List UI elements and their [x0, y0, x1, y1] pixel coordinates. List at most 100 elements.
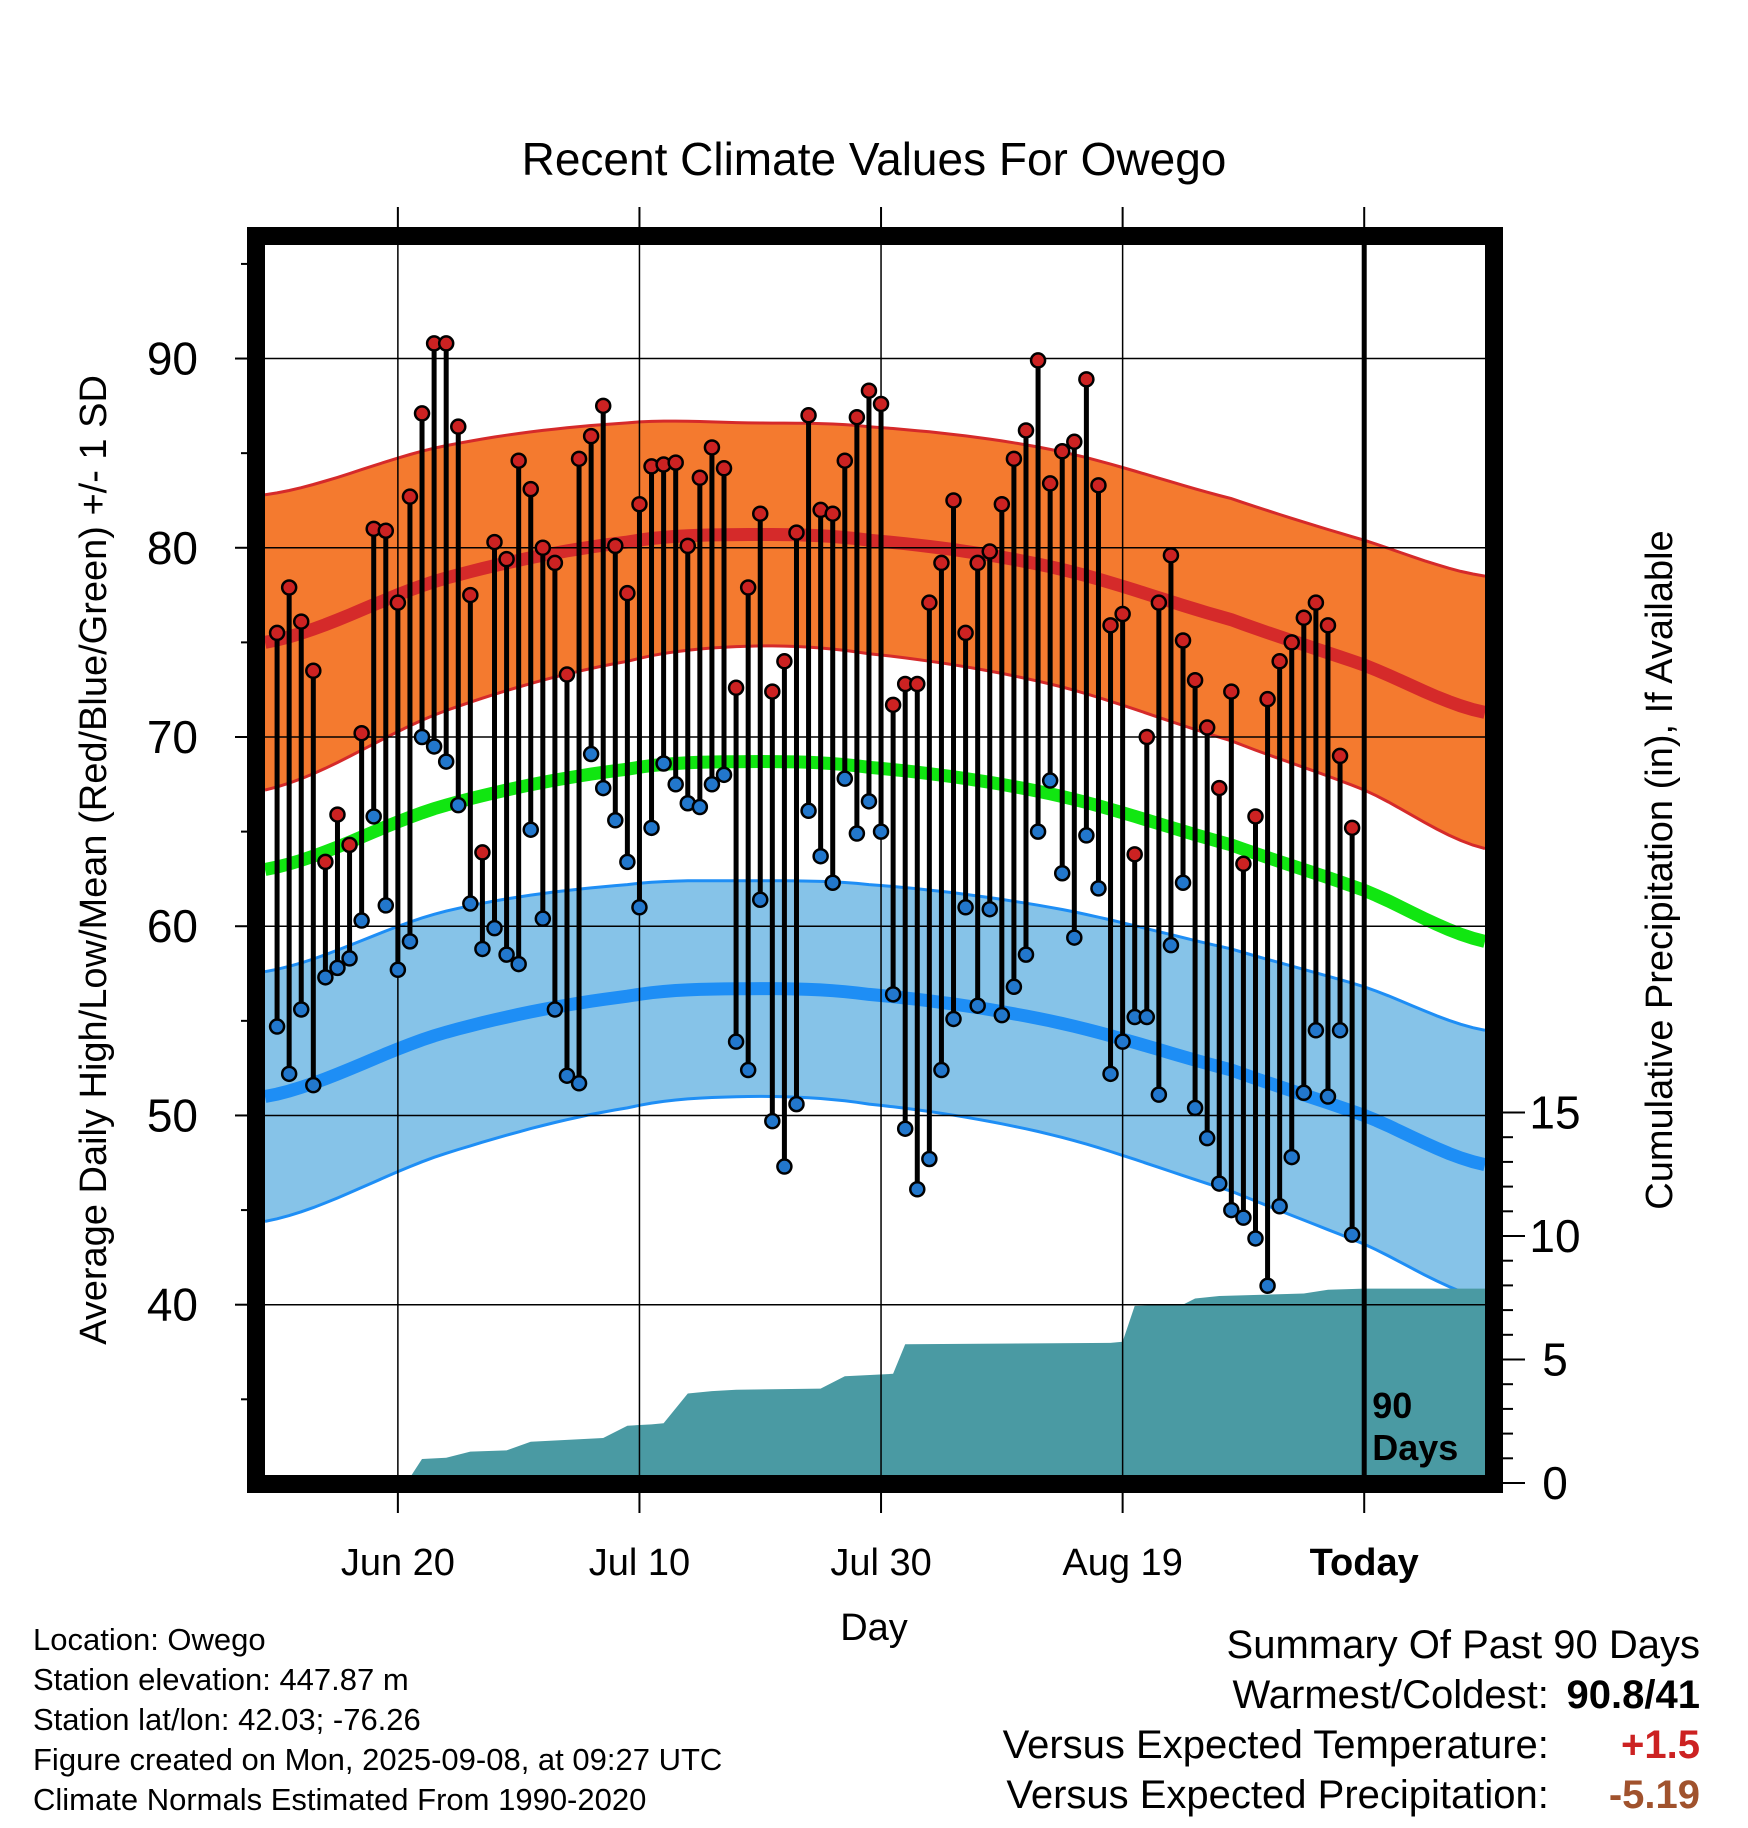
daily-low-point	[425, 738, 443, 755]
daily-high-point	[619, 584, 636, 602]
y-axis-label: Average Daily High/Low/Mean (Red/Blue/Gr…	[73, 375, 115, 1345]
daily-high-point	[1102, 617, 1119, 634]
daily-low-point	[1247, 1230, 1264, 1247]
daily-low-point	[836, 770, 854, 787]
daily-high-point	[933, 554, 950, 572]
daily-high-point	[824, 505, 841, 522]
daily-low-point	[534, 910, 552, 927]
daily-low-point	[1331, 1022, 1349, 1039]
daily-low-point	[788, 1095, 805, 1113]
daily-low-point	[909, 1181, 926, 1198]
daily-low-point	[594, 779, 612, 797]
y-tick-label: 80	[147, 522, 198, 574]
daily-low-point	[1271, 1198, 1288, 1215]
normals-text: Climate Normals Estimated From 1990-2020	[33, 1782, 647, 1817]
daily-high-point	[1247, 808, 1264, 825]
daily-low-point	[1343, 1226, 1361, 1243]
daily-high-point	[329, 806, 346, 823]
daily-high-point	[969, 554, 986, 572]
y-tick-label: 50	[147, 1089, 198, 1141]
daily-high-point	[353, 724, 370, 742]
daily-low-point	[1138, 1008, 1156, 1026]
daily-high-point	[691, 469, 709, 487]
daily-low-point	[280, 1065, 298, 1083]
daily-low-point	[631, 899, 648, 916]
y-tick-label: 60	[147, 900, 198, 952]
daily-low-point	[921, 1150, 938, 1168]
location-text: Location: Owego	[33, 1622, 266, 1657]
daily-high-point	[570, 450, 588, 468]
daily-high-point	[1005, 450, 1023, 468]
daily-low-point	[667, 776, 684, 793]
daily-low-point	[1307, 1022, 1325, 1039]
x-tick-label: Jun 20	[341, 1542, 455, 1584]
daily-low-point	[764, 1112, 781, 1130]
daily-high-point	[401, 488, 419, 505]
daily-high-point	[1029, 352, 1047, 369]
daily-high-point	[751, 505, 769, 522]
daily-low-point	[896, 1120, 914, 1137]
x-tick-label: Jul 30	[830, 1542, 931, 1584]
daily-high-point	[1126, 846, 1143, 863]
summary-temp-row: Versus Expected Temperature: +1.5	[1003, 1720, 1700, 1770]
daily-high-point	[1307, 594, 1325, 611]
daily-low-point	[317, 969, 334, 986]
daily-low-point	[824, 874, 841, 891]
daily-high-point	[703, 439, 721, 456]
daily-high-point	[450, 418, 467, 435]
latlon-text: Station lat/lon: 42.03; -76.26	[33, 1702, 421, 1737]
plot-frame	[247, 227, 1503, 1493]
daily-high-point	[558, 666, 576, 683]
daily-high-point	[1198, 719, 1216, 736]
daily-high-point	[510, 452, 527, 469]
daily-low-point	[498, 946, 515, 963]
plot-content	[265, 245, 1485, 1475]
daily-low-point	[739, 1061, 757, 1079]
daily-high-point	[739, 579, 757, 596]
daily-low-point	[957, 899, 974, 916]
daily-low-point	[727, 1033, 745, 1050]
daily-high-point	[1150, 594, 1168, 611]
x-axis-label: Day	[840, 1607, 908, 1649]
daily-low-point	[268, 1018, 286, 1035]
daily-low-point	[401, 933, 419, 950]
daily-low-point	[872, 823, 890, 840]
y2-tick-label: 10	[1529, 1210, 1580, 1262]
daily-high-point	[462, 586, 479, 604]
daily-low-point	[1235, 1209, 1252, 1226]
daily-low-point	[1102, 1065, 1119, 1083]
daily-low-point	[1005, 978, 1023, 996]
daily-low-point	[1162, 936, 1180, 954]
y-tick-label: 70	[147, 711, 198, 763]
summary-precip-row: Versus Expected Precipitation: -5.19	[1003, 1770, 1700, 1820]
daily-low-point	[546, 1001, 564, 1018]
daily-high-point	[957, 624, 974, 642]
daily-low-point	[619, 853, 636, 871]
daily-high-point	[1078, 371, 1095, 388]
daily-high-point	[1259, 690, 1276, 708]
daily-low-point	[1319, 1088, 1337, 1105]
daily-low-point	[1295, 1084, 1313, 1102]
daily-high-point	[1343, 819, 1361, 837]
daily-low-point	[691, 798, 709, 816]
daily-high-point	[1319, 617, 1337, 634]
y-tick-label: 90	[147, 333, 198, 385]
y2-axis-label: Cumulative Precipitation (in), If Availa…	[1639, 530, 1681, 1209]
daily-high-point	[607, 537, 624, 555]
x-tick-label: Aug 19	[1062, 1542, 1182, 1584]
daily-high-point	[921, 594, 938, 611]
daily-high-point	[667, 454, 684, 471]
daily-low-point	[570, 1075, 588, 1092]
daily-high-point	[788, 524, 805, 541]
low-normal-band	[265, 880, 1485, 1299]
daily-high-point	[1162, 547, 1180, 564]
daily-high-point	[437, 335, 455, 352]
daily-low-point	[800, 802, 817, 820]
daily-low-point	[558, 1067, 576, 1084]
daily-low-point	[945, 1010, 962, 1028]
daily-low-point	[643, 819, 660, 837]
daily-low-point	[1283, 1148, 1300, 1166]
daily-low-point	[812, 847, 829, 865]
daily-high-point	[1041, 475, 1059, 492]
